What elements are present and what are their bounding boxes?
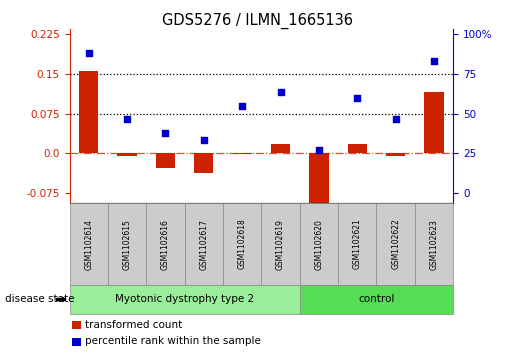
Text: GSM1102623: GSM1102623 xyxy=(430,219,438,270)
Bar xyxy=(117,153,136,156)
Text: GSM1102622: GSM1102622 xyxy=(391,219,400,269)
Text: GSM1102619: GSM1102619 xyxy=(276,219,285,270)
Bar xyxy=(79,71,98,153)
Text: GSM1102618: GSM1102618 xyxy=(238,219,247,269)
Point xyxy=(84,50,93,56)
Text: GSM1102620: GSM1102620 xyxy=(315,219,323,270)
Point xyxy=(238,103,246,109)
Text: control: control xyxy=(358,294,394,305)
Text: Myotonic dystrophy type 2: Myotonic dystrophy type 2 xyxy=(115,294,254,305)
Point xyxy=(123,116,131,122)
Bar xyxy=(233,153,252,154)
Point xyxy=(353,95,362,101)
Text: disease state: disease state xyxy=(5,294,75,305)
Text: GSM1102616: GSM1102616 xyxy=(161,219,170,270)
Bar xyxy=(194,153,213,173)
Point xyxy=(161,130,169,136)
Text: GSM1102614: GSM1102614 xyxy=(84,219,93,270)
Point xyxy=(200,137,208,143)
Bar xyxy=(156,153,175,168)
Text: GSM1102617: GSM1102617 xyxy=(199,219,208,270)
Text: percentile rank within the sample: percentile rank within the sample xyxy=(85,336,261,346)
Point xyxy=(315,148,323,154)
Text: transformed count: transformed count xyxy=(85,320,182,330)
Point xyxy=(277,90,285,95)
Bar xyxy=(348,144,367,153)
Text: GDS5276 / ILMN_1665136: GDS5276 / ILMN_1665136 xyxy=(162,13,353,29)
Bar xyxy=(424,93,443,153)
Bar xyxy=(271,144,290,153)
Point xyxy=(391,116,400,122)
Point xyxy=(430,58,438,64)
Text: GSM1102621: GSM1102621 xyxy=(353,219,362,269)
Text: GSM1102615: GSM1102615 xyxy=(123,219,131,270)
Bar xyxy=(386,153,405,156)
Bar xyxy=(310,153,329,203)
